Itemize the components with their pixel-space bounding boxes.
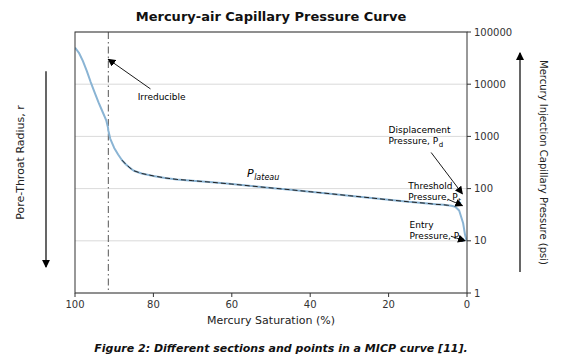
annotation-text: P xyxy=(247,167,254,180)
annotation-text: Displacement xyxy=(389,125,451,135)
x-tick xyxy=(153,293,154,297)
annotation-arrow xyxy=(448,199,462,205)
x-tick xyxy=(231,293,232,297)
annotation: Plateau xyxy=(247,167,279,182)
y-tick xyxy=(467,188,471,189)
y-tick-label: 1 xyxy=(474,288,480,299)
y-tick-label: 10000 xyxy=(474,79,506,90)
y-tick-label: 10 xyxy=(474,235,487,246)
y-tick-label: 1000 xyxy=(474,131,499,142)
grid-line xyxy=(75,240,467,241)
annotation-text: Pressure, P xyxy=(410,231,460,241)
y-axis-label-left: Pore-Throat Radius, r xyxy=(14,105,27,220)
x-tick-label: 60 xyxy=(225,299,238,310)
x-tick xyxy=(75,293,76,297)
x-tick-label: 20 xyxy=(382,299,395,310)
annotation-text: Pressure, P xyxy=(389,136,439,146)
y-tick xyxy=(467,136,471,137)
annotation-arrow xyxy=(108,59,150,89)
x-tick xyxy=(467,293,468,297)
caption: Figure 2: Different sections and points … xyxy=(94,342,467,355)
annotation: EntryPressure, Pe xyxy=(410,220,464,244)
title: Mercury-air Capillary Pressure Curve xyxy=(136,9,407,24)
series-line xyxy=(75,48,467,241)
series-line xyxy=(122,160,451,206)
x-tick-label: 80 xyxy=(147,299,160,310)
annotation-arrow xyxy=(451,236,465,241)
plot-frame xyxy=(75,32,467,293)
x-tick-label: 40 xyxy=(304,299,317,310)
x-tick xyxy=(310,293,311,297)
grid-line xyxy=(75,84,467,85)
y-tick xyxy=(467,32,471,33)
annotation: DisplacementPressure, Pd xyxy=(389,125,451,149)
annotation-text: Entry xyxy=(410,220,435,230)
y-tick xyxy=(467,84,471,85)
plot-area xyxy=(75,32,467,293)
annotation: Irreducible xyxy=(138,92,186,102)
axis-arrow xyxy=(45,71,46,267)
x-tick-label: 0 xyxy=(464,299,470,310)
annotation-text: Threshold xyxy=(407,181,452,191)
y-tick xyxy=(467,293,471,294)
annotation-text: Irreducible xyxy=(138,92,186,102)
y-axis-label: Mercury Injection Capillary Pressure (ps… xyxy=(538,60,549,265)
axis-arrow xyxy=(519,53,520,272)
x-tick xyxy=(388,293,389,297)
y-tick-label: 100000 xyxy=(474,27,512,38)
y-tick xyxy=(467,240,471,241)
chart: 100 80 60 40 20 01 10 100 1000 10000 100000 Mercury… xyxy=(0,0,562,363)
y-tick-label: 100 xyxy=(474,183,493,194)
annotation-subscript: lateau xyxy=(254,173,279,182)
reference-line xyxy=(108,32,109,293)
annotation-subscript: d xyxy=(439,141,443,149)
x-tick-label: 100 xyxy=(65,299,84,310)
x-axis-label: Mercury Saturation (%) xyxy=(207,314,335,327)
